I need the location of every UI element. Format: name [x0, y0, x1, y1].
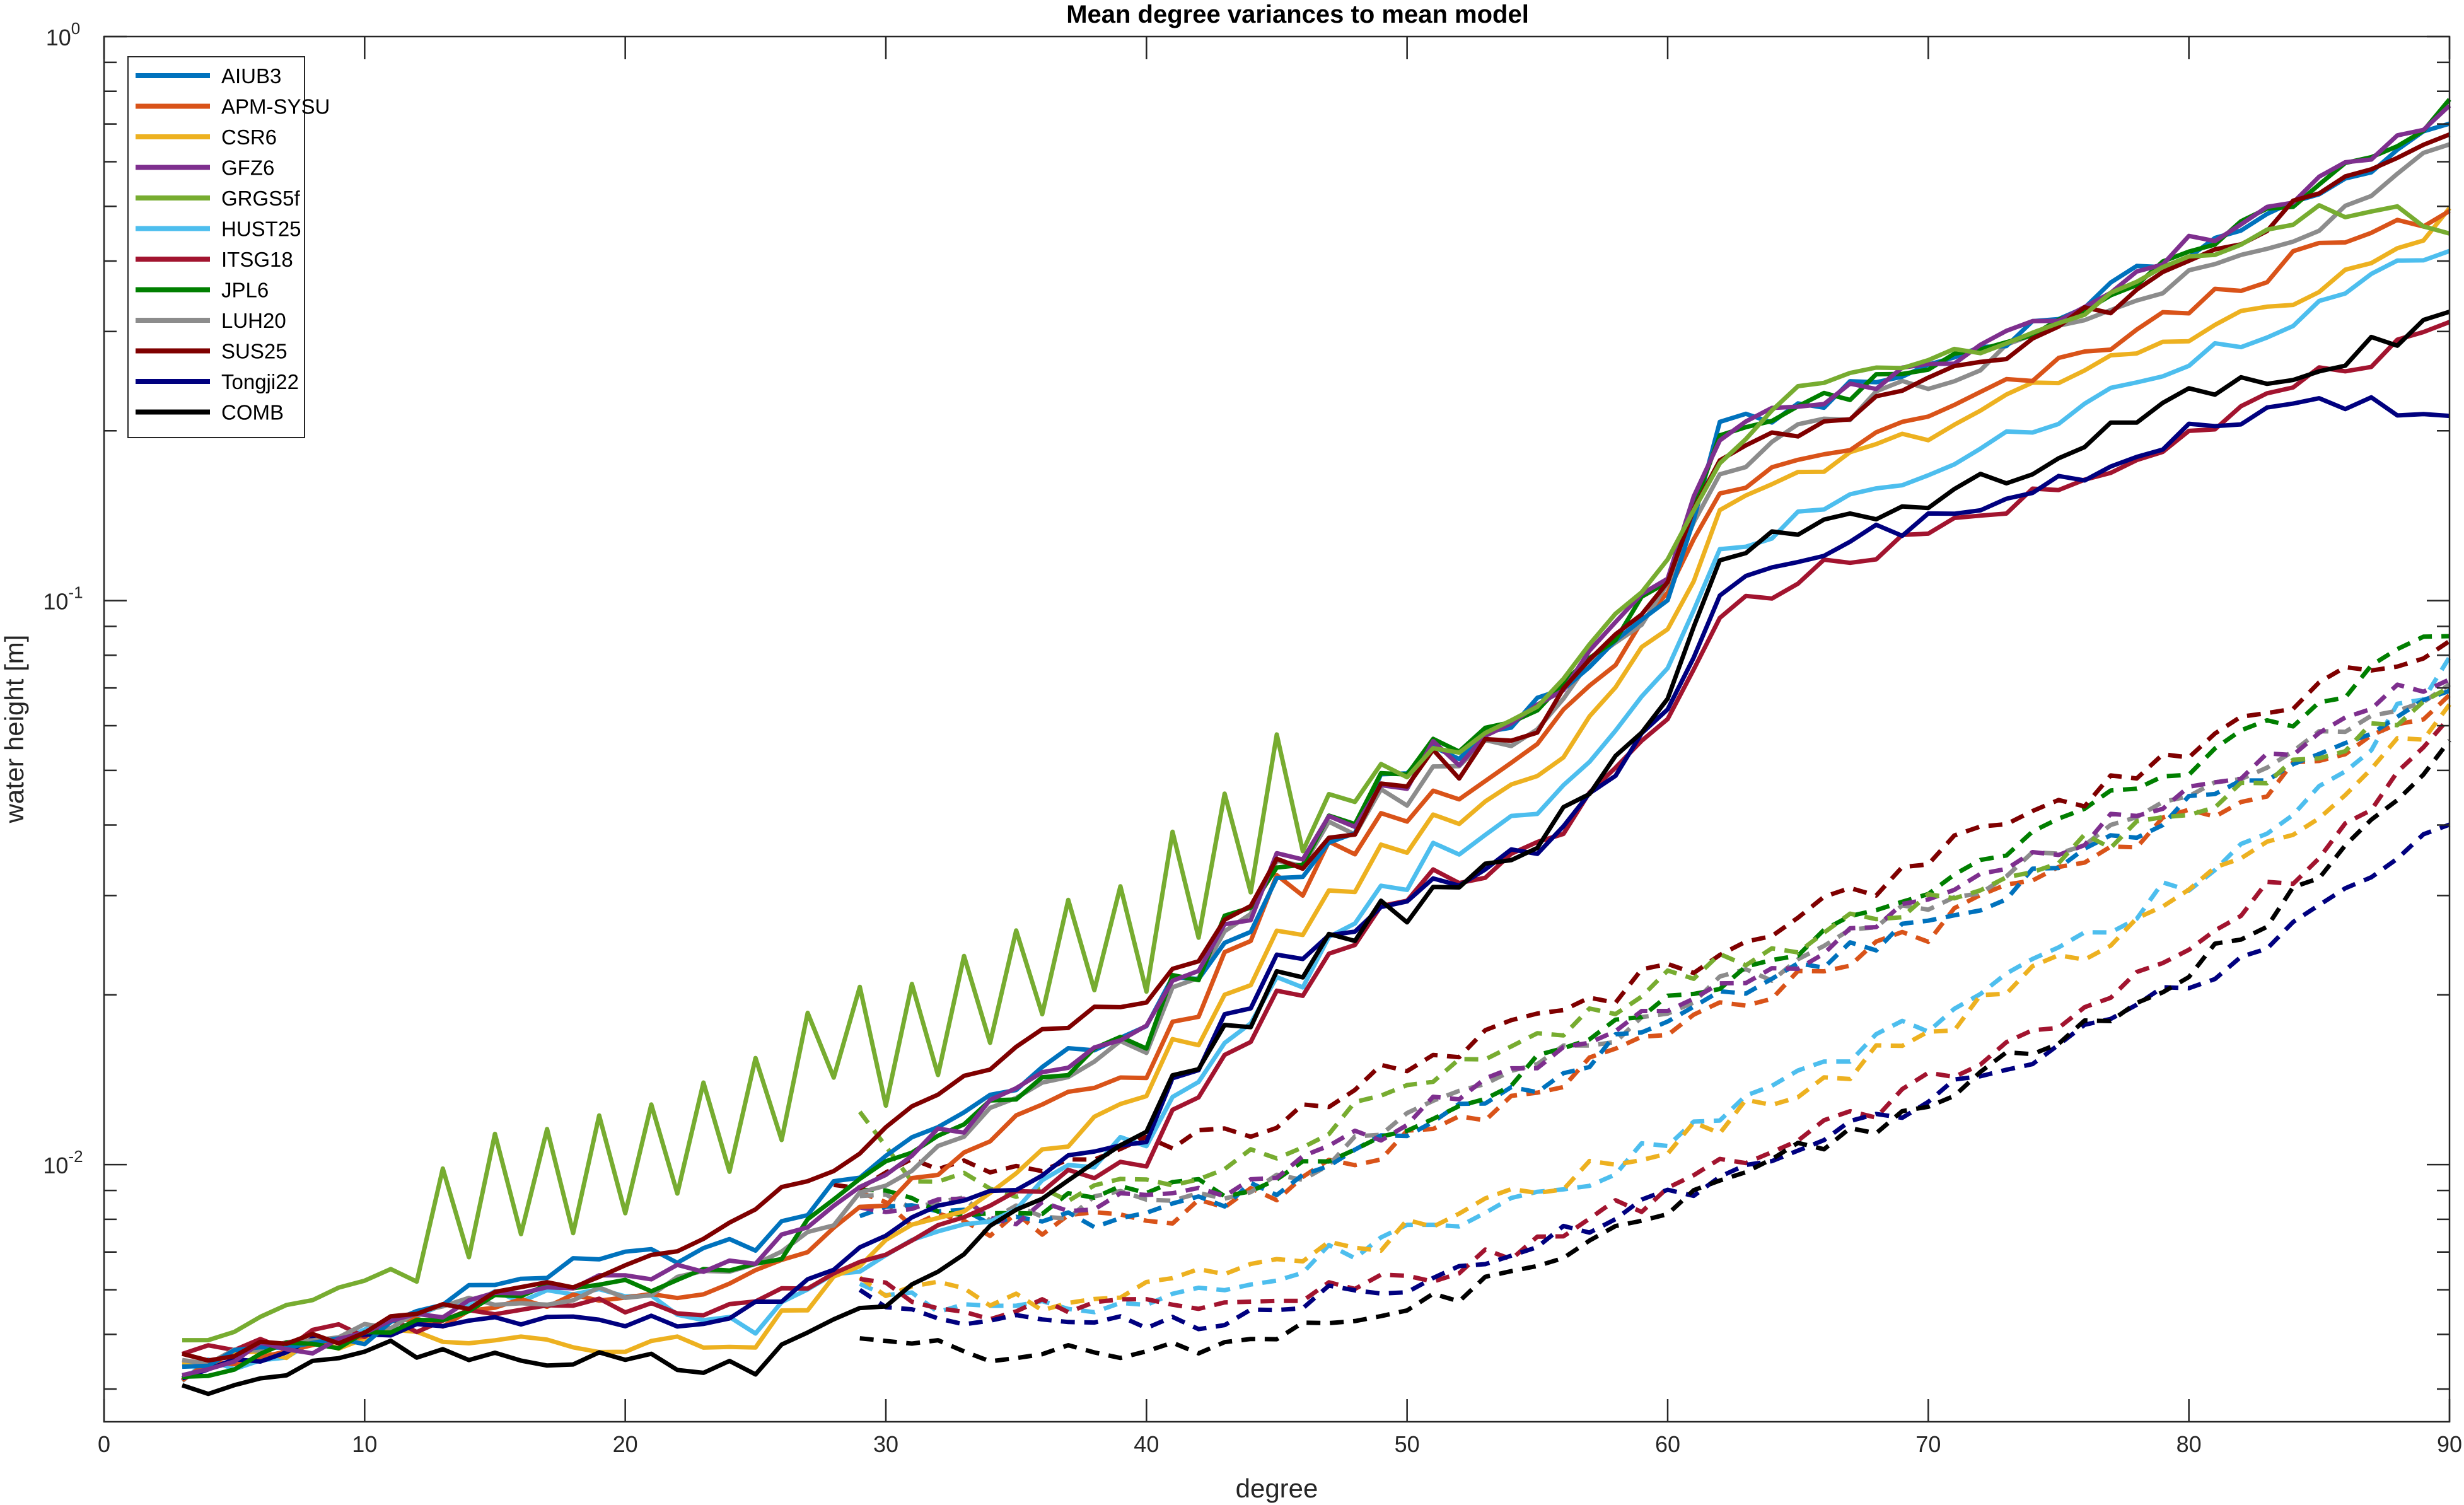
legend-label-grgs5f: GRGS5f	[221, 187, 301, 210]
series-line-comb	[181, 310, 2451, 1397]
series-line-dashed-grgs5f	[857, 685, 2451, 1204]
legend-label-aiub3: AIUB3	[221, 64, 281, 88]
x-tick-label: 10	[352, 1431, 377, 1457]
series-line-grgs5f	[182, 203, 2450, 1343]
legend: AIUB3 APM-SYSU CSR6 GFZ6 GRGS5f HUST25 ITSG18 J…	[127, 56, 330, 438]
x-tick-label: 0	[98, 1431, 110, 1457]
series-line-dashed-csr6	[858, 703, 2451, 1313]
y-tick-label: 10-1	[43, 583, 83, 615]
series-line-dashed-hust25	[859, 656, 2451, 1315]
series-line-dashed-gfz6	[859, 677, 2451, 1227]
x-tick-label: 20	[613, 1431, 638, 1457]
series-line-gfz6	[182, 103, 2451, 1378]
legend-box	[127, 56, 305, 438]
x-tick-label: 80	[2176, 1431, 2202, 1457]
x-tick-label: 50	[1395, 1431, 1420, 1457]
x-tick-label: 30	[873, 1431, 898, 1457]
chart-title: Mean degree variances to mean model	[1066, 1, 1529, 28]
legend-label-gfz6: GFZ6	[221, 156, 274, 180]
y-tick-label: 10-2	[43, 1147, 83, 1178]
x-axis: 0 10 20 30 40 50 60 70 80 90	[98, 37, 2462, 1457]
series-line-dashed-apm-sysu	[859, 693, 2451, 1238]
x-tick-label: 40	[1134, 1431, 1159, 1457]
legend-label-luh20: LUH20	[221, 309, 286, 332]
y-axis-label: water height [m]	[0, 635, 29, 824]
legend-label-tongji22: Tongji22	[221, 370, 299, 393]
series-line-itsg18	[181, 320, 2451, 1356]
legend-label-apm-sysu: APM-SYSU	[221, 95, 330, 119]
series-line-dashed-jpl6	[859, 634, 2450, 1218]
plot-frame	[103, 35, 2451, 1423]
plot-lines	[180, 98, 2451, 1397]
legend-label-csr6: CSR6	[221, 125, 277, 149]
series-line-hust25	[180, 248, 2451, 1383]
series-line-dashed-comb	[859, 739, 2451, 1364]
x-tick-label: 90	[2437, 1431, 2462, 1457]
x-tick-label: 70	[1915, 1431, 1941, 1457]
legend-label-sus25: SUS25	[221, 340, 288, 363]
legend-label-comb: COMB	[221, 401, 284, 424]
series-line-tongji22	[181, 395, 2450, 1381]
legend-label-jpl6: JPL6	[221, 279, 269, 302]
y-tick-label: 100	[46, 19, 81, 50]
legend-label-itsg18: ITSG18	[221, 248, 293, 271]
x-tick-label: 60	[1655, 1431, 1680, 1457]
y-axis: 10-2 10-1 100	[43, 19, 2449, 1390]
series-line-dashed-itsg18	[859, 716, 2451, 1322]
x-axis-label: degree	[1236, 1473, 1318, 1503]
legend-label-hust25: HUST25	[221, 218, 301, 241]
series-line-csr6	[182, 206, 2451, 1366]
